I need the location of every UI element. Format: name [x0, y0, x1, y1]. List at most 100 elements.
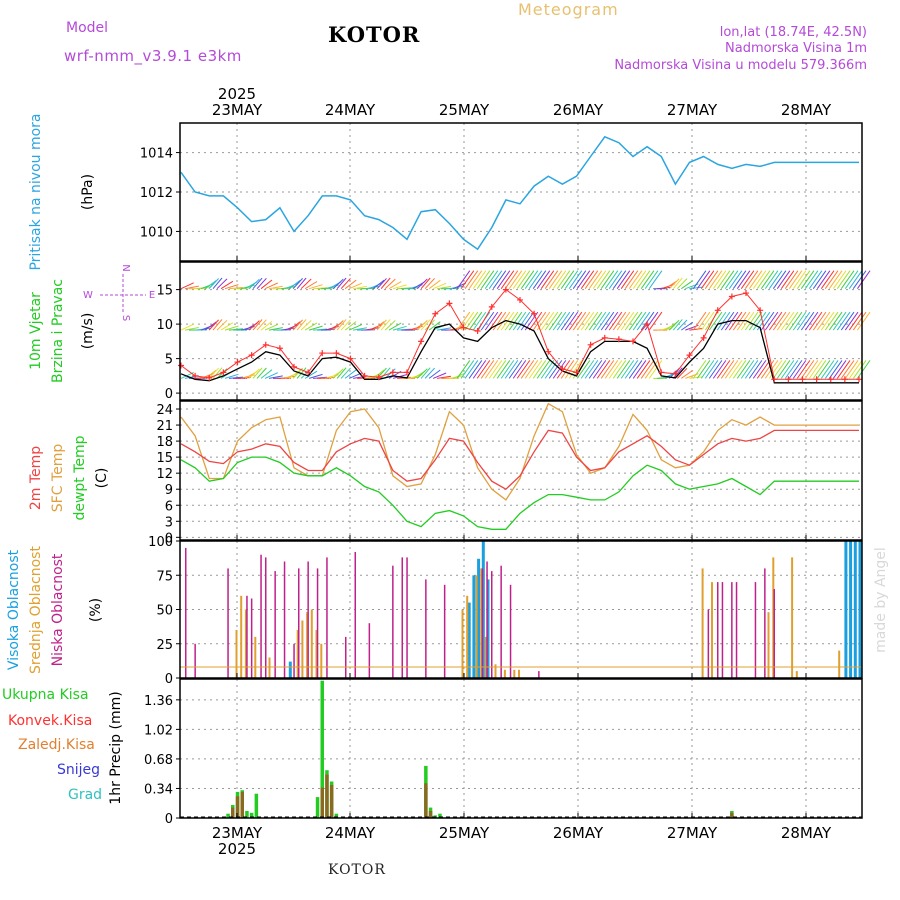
wind-barb — [184, 327, 199, 331]
wind-barb — [260, 321, 273, 331]
wind-barb — [844, 360, 859, 379]
wind-barb — [776, 311, 791, 331]
gust-marker — [291, 363, 297, 370]
wind-barb — [248, 368, 260, 379]
wind-barb — [836, 311, 851, 331]
gust-marker — [488, 303, 495, 310]
wind-barb — [332, 320, 344, 331]
wind-barb — [492, 270, 507, 289]
x-day-label-bottom: 25MAY — [439, 824, 490, 842]
gust-marker — [517, 296, 523, 303]
gust-marker — [573, 369, 580, 376]
wind-barb — [540, 270, 555, 289]
sfc-temp-line — [180, 402, 859, 501]
low-cloud-bar — [265, 557, 267, 678]
conv-precip-bar — [428, 811, 433, 818]
wind-barb — [681, 280, 694, 290]
wind-barb — [204, 321, 217, 331]
gust-marker — [432, 310, 439, 317]
mid-cloud-bar — [315, 630, 318, 678]
wind-barb — [220, 322, 234, 331]
wind-barb — [212, 367, 223, 379]
low-cloud-bar — [392, 565, 394, 678]
total-precip-bar — [315, 797, 320, 818]
x-day-label-top: 28MAY — [781, 101, 832, 119]
wind-barb — [704, 270, 719, 289]
model-label: Model — [66, 20, 109, 36]
wind-barb — [776, 360, 791, 379]
low-cloud-bar — [354, 552, 356, 678]
low-cloud-bar — [486, 561, 488, 678]
y-tick-label: 21 — [156, 419, 173, 434]
low-cloud-bar — [345, 636, 347, 678]
wind-barb — [844, 311, 859, 331]
wind-barb — [588, 311, 603, 331]
wind-barb — [748, 311, 763, 331]
wind-barb — [268, 375, 283, 379]
wind-barb — [200, 372, 215, 379]
wind-barb — [580, 270, 595, 289]
wind-barb — [556, 270, 571, 289]
mid-cloud-bar — [494, 664, 497, 678]
high-cloud-bar — [477, 558, 481, 678]
wind-barb — [536, 360, 551, 379]
wind-barb — [744, 360, 759, 379]
wind-barb — [552, 270, 567, 289]
wind-barb — [784, 270, 799, 289]
mid-cloud-bar — [296, 630, 299, 678]
wind-barb — [468, 311, 483, 331]
wind-barb — [384, 278, 396, 290]
wind-barb — [300, 278, 312, 290]
wind-barb — [200, 283, 215, 290]
y-tick-label: 75 — [156, 569, 173, 584]
panel-frame — [179, 540, 863, 679]
wind-barb — [716, 270, 731, 289]
wind-barb — [668, 319, 680, 331]
wind-barb — [228, 286, 244, 290]
gust-marker — [827, 376, 834, 383]
wind-unit: (m/s) — [80, 313, 96, 350]
wind-barb — [216, 319, 228, 331]
wind-barb — [492, 360, 507, 379]
wind-barb — [604, 270, 619, 289]
wind-barb — [852, 311, 867, 331]
gust-marker — [771, 376, 778, 383]
wind-barb — [816, 311, 831, 331]
wind-barb — [340, 278, 351, 290]
wind-barb — [692, 360, 707, 379]
wind-barb — [472, 270, 487, 289]
wind-barb — [692, 270, 707, 289]
wind-barb — [689, 376, 704, 379]
gust-marker — [404, 369, 410, 376]
labels: 23MAY 23MAY 24MAY 24MAY 25MAY 25MAY 26MAY 26MAY… — [2, 85, 889, 858]
total-precip-bar — [334, 813, 339, 818]
total-precip-bar — [254, 793, 259, 818]
wind-barb — [596, 311, 611, 331]
wind-barb — [852, 270, 867, 289]
wind-barb — [353, 285, 367, 290]
wind-barb — [648, 311, 663, 331]
y-tick-label: 25 — [156, 638, 173, 653]
low-cloud-bar — [260, 554, 262, 678]
low-cloud-bar — [491, 571, 493, 678]
mid-cloud-bar — [485, 636, 487, 678]
wind-barb — [416, 320, 428, 331]
wind-title-1: 10m Vjetar — [28, 292, 44, 370]
wind-barb — [576, 311, 591, 331]
mid-cloud-bar — [466, 595, 469, 678]
wind-barb — [437, 327, 452, 331]
conv-precip-bar — [240, 791, 244, 818]
wind-barb — [532, 270, 547, 289]
high-cloud-bar — [288, 661, 292, 678]
wind-barb — [520, 360, 535, 379]
wind-barb — [600, 270, 615, 289]
wind-barb — [252, 319, 263, 331]
wind-barb — [568, 311, 583, 331]
gust-marker — [375, 374, 382, 381]
wind-barb — [508, 360, 523, 379]
wind-barb — [288, 279, 301, 290]
mid-cloud-bar — [772, 557, 775, 678]
gust-line — [180, 288, 859, 380]
wind-barb — [508, 311, 523, 331]
wind-barb — [640, 360, 655, 379]
